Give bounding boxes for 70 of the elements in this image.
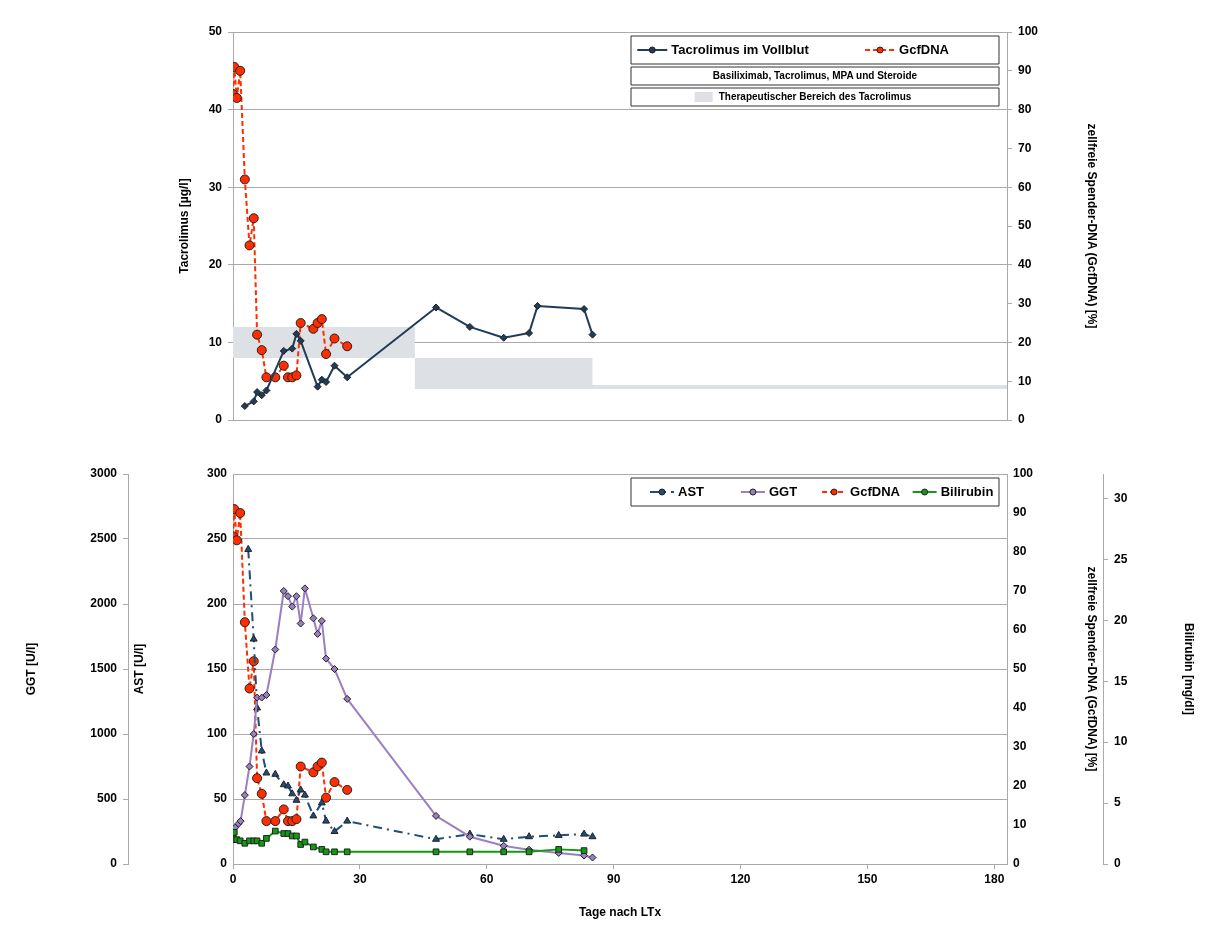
x-tick-label: 180 [984,871,1005,886]
y-tick-label: 0 [1114,856,1121,871]
y-axis-title: GGT [U/l] [23,642,38,696]
y2-tick-label: 60 [1018,179,1032,194]
y-tick-label: 0 [215,412,223,427]
y2-tick-label: 100 [1013,466,1034,481]
y2-tick-label: 20 [1013,778,1027,793]
y-tick-label: 3000 [90,466,118,481]
y-tick-label: 15 [1114,673,1128,688]
y2-tick-label: 80 [1013,544,1027,559]
x-tick-label: 30 [353,871,367,886]
y2-axis-title: zellfreie Spender-DNA (GcfDNA) [%] [1085,566,1100,772]
y2-tick-label: 0 [1018,412,1025,427]
y2-tick-label: 40 [1013,700,1027,715]
y-tick-label: 0 [220,856,228,871]
y-tick-label: 30 [208,179,223,194]
y-tick-label: 150 [206,661,228,676]
x-tick-label: 60 [480,871,494,886]
y2-tick-label: 50 [1013,661,1027,676]
y-tick-label: 5 [1114,795,1121,810]
y2-tick-label: 30 [1018,295,1032,310]
y-tick-label: 200 [206,596,228,611]
y2-tick-label: 0 [1013,856,1020,871]
y-tick-label: 20 [1114,612,1128,627]
y2-tick-label: 90 [1018,63,1032,78]
x-tick-label: 150 [857,871,878,886]
y-tick-label: 25 [1114,551,1128,566]
x-tick-label: 90 [606,871,621,886]
y-axis-title: Tacrolimus [µg/l] [176,178,191,274]
y2-tick-label: 70 [1018,140,1032,155]
y2-tick-label: 10 [1018,373,1032,388]
y-axis-title: AST [U/l] [131,643,146,695]
y-tick-label: 250 [206,531,228,546]
y2-tick-label: 80 [1018,101,1032,116]
legend-label: GGT [768,483,798,499]
y-tick-label: 30 [1114,490,1128,505]
x-axis-title: Tage nach LTx [578,905,662,920]
y-tick-label: 100 [206,726,228,741]
legend-label: Tacrolimus im Vollblut [671,41,810,57]
y2-tick-label: 70 [1013,583,1027,598]
y-tick-label: 20 [208,257,223,272]
y2-tick-label: 30 [1013,739,1027,754]
y2-tick-label: 60 [1013,622,1027,637]
y-tick-label: 40 [208,101,223,116]
y2-tick-label: 50 [1018,218,1032,233]
y2-tick-label: 20 [1018,334,1032,349]
annotation: Basiliximab, Tacrolimus, MPA und Steroide [712,69,918,81]
legend-label: Therapeutischer Bereich des Tacrolimus [718,90,912,102]
y-tick-label: 1500 [90,661,118,676]
y-tick-label: 50 [208,24,223,39]
y-tick-label: 50 [213,791,228,806]
y-tick-label: 10 [1114,734,1128,749]
y-tick-label: 0 [110,856,118,871]
y-tick-label: 300 [206,466,228,481]
y2-axis-title: zellfreie Spender-DNA (GcfDNA) [%] [1085,123,1100,329]
y-tick-label: 10 [208,334,223,349]
y-tick-label: 500 [96,791,118,806]
y-axis-title: Bilirubin [mg/dl] [1182,623,1197,715]
y-tick-label: 1000 [90,726,118,741]
y2-tick-label: 90 [1013,505,1027,520]
y2-tick-label: 40 [1018,257,1032,272]
x-tick-label: 120 [730,871,751,886]
y2-tick-label: 10 [1013,817,1027,832]
legend-label: Bilirubin [940,483,994,499]
y-tick-label: 2500 [90,531,118,546]
y-tick-label: 2000 [90,596,118,611]
y2-tick-label: 100 [1018,24,1039,39]
legend-label: GcfDNA [850,483,901,499]
legend-label: AST [678,483,705,499]
legend-label: GcfDNA [899,41,950,57]
